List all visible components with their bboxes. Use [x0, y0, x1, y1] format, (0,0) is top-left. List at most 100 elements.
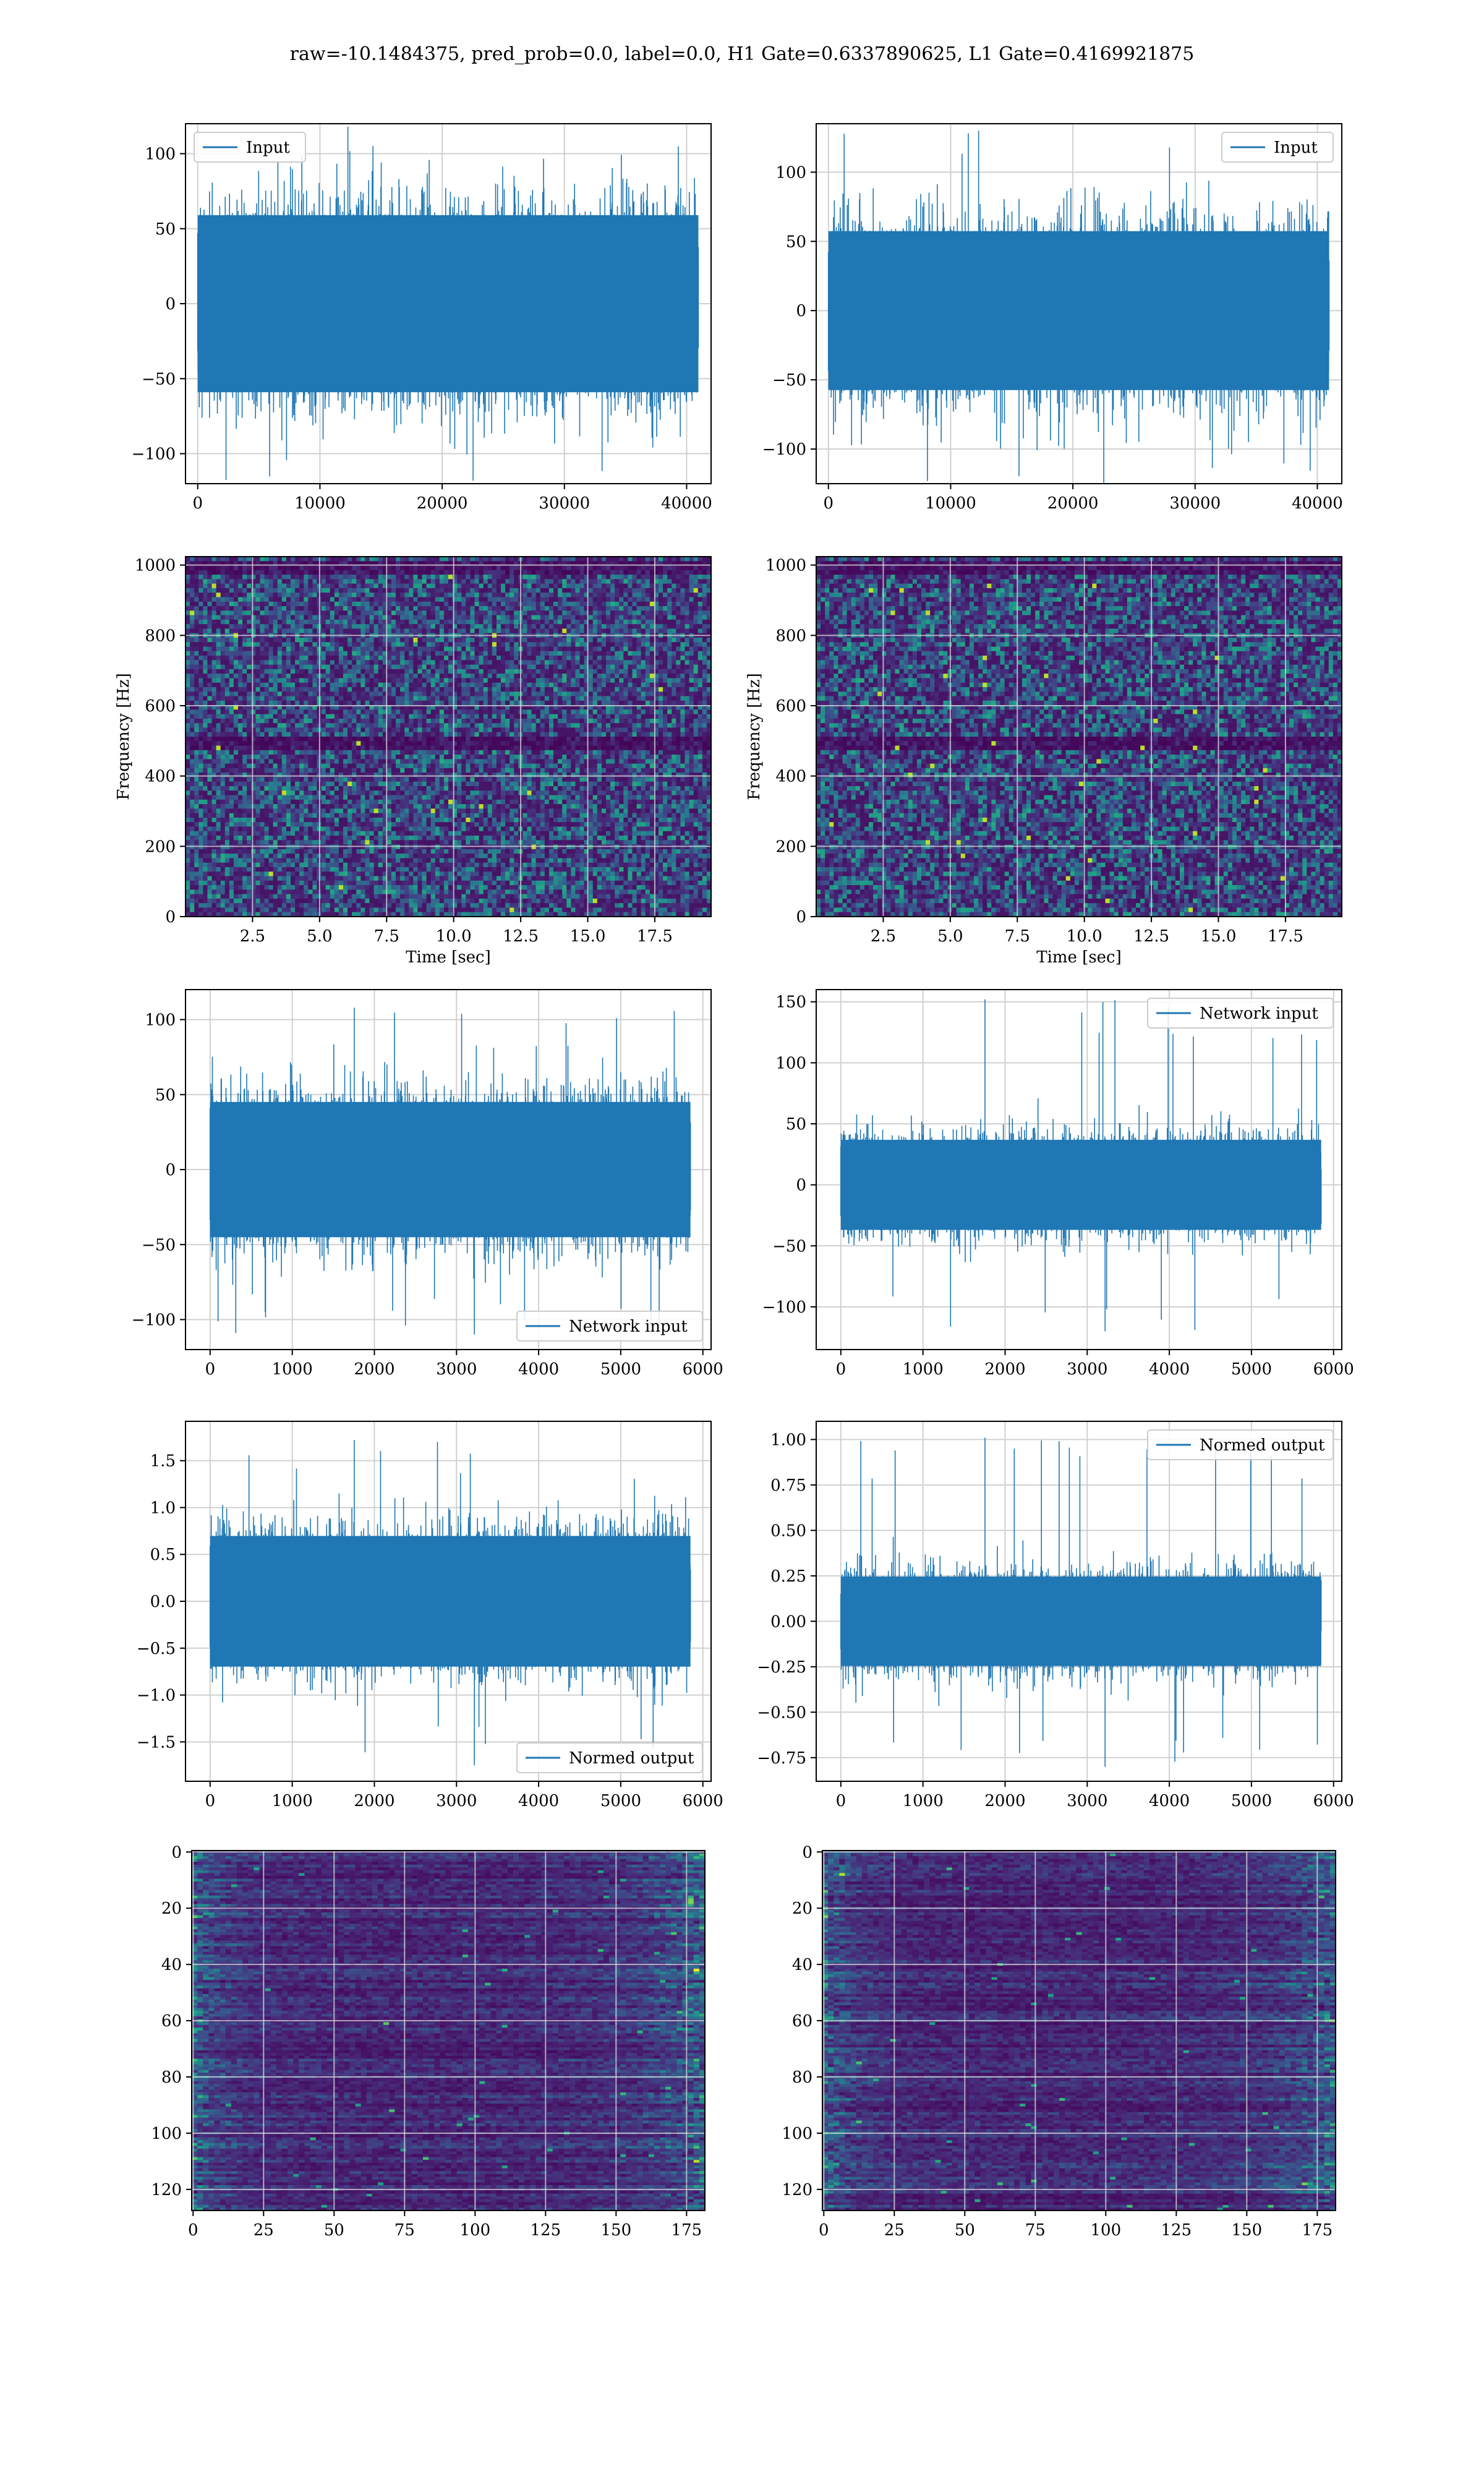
x-tick-label: 25	[254, 2221, 274, 2240]
x-tick-label: 50	[324, 2221, 344, 2240]
x-tick-label: 30000	[539, 494, 590, 513]
x-tick-label: 0	[205, 1360, 216, 1379]
y-tick-label: −100	[132, 445, 176, 464]
y-tick-label: 1.0	[150, 1499, 176, 1517]
series-core	[828, 231, 1329, 390]
x-tick-label: 30000	[1169, 494, 1221, 513]
plot-area	[816, 557, 1342, 917]
x-tick-label: 20000	[417, 494, 468, 513]
heatmap-cells	[822, 1851, 1336, 2211]
y-tick-label: 200	[775, 837, 806, 856]
legend: Network input	[516, 1311, 703, 1342]
plot-area	[816, 124, 1342, 484]
y-tick-label: 200	[145, 837, 176, 856]
y-tick-label: −100	[132, 1311, 176, 1330]
x-tick-label: 6000	[683, 1360, 723, 1379]
x-tick-label: 2.5	[240, 927, 265, 946]
legend: Normed output	[1147, 1429, 1334, 1460]
x-tick-label: 2.5	[871, 927, 896, 946]
x-tick-label: 2000	[984, 1792, 1025, 1810]
y-tick-label: 1000	[135, 557, 176, 575]
chart-row3-left: 0 1000 2000 3000 4000 5000 6000 −100 −50 0 50 100 Ne…	[132, 989, 723, 1379]
x-tick-label: 5.0	[937, 927, 963, 946]
x-tick-label: 75	[1025, 2221, 1046, 2240]
y-tick-label: 100	[782, 2125, 812, 2143]
y-tick-label: 50	[155, 220, 176, 239]
y-tick-label: 100	[151, 2125, 182, 2143]
legend-label: Network input	[569, 1317, 688, 1336]
y-tick-label: 50	[786, 1115, 806, 1134]
y-tick-label: −50	[772, 1237, 806, 1256]
legend-label: Network input	[1200, 1004, 1318, 1023]
x-tick-label: 5000	[600, 1360, 641, 1379]
chart-row5-left: 0 25 50 75 100 125 150 175 0 20 40 60 80 100 120	[151, 1843, 706, 2240]
suptitle: raw=-10.1484375, pred_prob=0.0, label=0.…	[0, 43, 1484, 65]
y-tick-label: −100	[762, 1298, 806, 1317]
y-tick-label: 0	[165, 1161, 176, 1179]
x-tick-label: 2000	[354, 1792, 394, 1810]
heatmap-cells	[816, 557, 1342, 917]
x-tick-label: 17.5	[637, 927, 673, 946]
x-tick-label: 7.5	[1005, 927, 1030, 946]
y-tick-label: 400	[145, 768, 176, 786]
y-tick-label: 40	[161, 1956, 182, 1974]
chart-row2-left: 2.5 5.0 7.5 10.0 12.5 15.0 17.5 0 200 400 600 800 10…	[114, 556, 712, 967]
y-tick-label: 1.5	[150, 1452, 176, 1471]
x-tick-label: 2000	[354, 1360, 394, 1379]
x-tick-label: 15.0	[570, 927, 606, 946]
plot-area	[816, 990, 1342, 1350]
y-tick-label: −50	[142, 1236, 176, 1254]
y-tick-label: 100	[775, 1054, 806, 1072]
x-tick-label: 1000	[272, 1360, 313, 1379]
legend: Input	[1221, 132, 1334, 163]
chart-row5-right: 0 25 50 75 100 125 150 175 0 20 40 60 80 100 120	[782, 1843, 1336, 2240]
x-tick-label: 100	[1091, 2221, 1122, 2240]
x-tick-label: 10.0	[436, 927, 472, 946]
x-axis-label: Time [sec]	[1036, 948, 1122, 967]
y-tick-label: 0.75	[770, 1476, 806, 1495]
y-tick-label: 0	[165, 295, 176, 314]
x-tick-label: 15.0	[1201, 927, 1237, 946]
y-tick-label: 20	[792, 1899, 812, 1918]
legend-label: Normed output	[569, 1749, 694, 1768]
y-tick-label: 0.25	[770, 1567, 806, 1586]
x-tick-label: 17.5	[1268, 927, 1303, 946]
series-core	[210, 1536, 691, 1667]
x-tick-label: 25	[884, 2221, 905, 2240]
x-tick-label: 4000	[1149, 1792, 1190, 1810]
x-tick-label: 5000	[600, 1792, 641, 1810]
y-tick-label: 0.0	[150, 1593, 176, 1611]
x-tick-label: 6000	[1313, 1792, 1354, 1810]
y-tick-label: 80	[161, 2068, 182, 2087]
x-tick-label: 0	[836, 1360, 846, 1379]
y-tick-label: 120	[151, 2181, 182, 2199]
y-tick-label: 0.50	[770, 1522, 806, 1540]
heatmap-cells	[192, 1851, 705, 2211]
y-tick-label: 20	[161, 1899, 182, 1918]
x-tick-label: 50	[955, 2221, 975, 2240]
legend: Input	[194, 132, 306, 163]
series-core	[840, 1577, 1321, 1666]
plot-area	[192, 1851, 705, 2211]
chart-row4-left: 0 1000 2000 3000 4000 5000 6000 −1.5 −1.0 −0.5 0.0…	[137, 1421, 723, 1810]
heatmap-cells	[186, 557, 711, 917]
y-tick-label: 60	[161, 2012, 182, 2031]
series-core	[210, 1102, 691, 1238]
axes-frame	[185, 556, 712, 917]
y-tick-label: −50	[142, 370, 176, 388]
y-tick-label: 1.00	[770, 1431, 806, 1449]
series-core	[840, 1139, 1321, 1230]
y-tick-label: −0.75	[757, 1749, 806, 1768]
legend: Network input	[1147, 998, 1334, 1029]
y-tick-label: 0	[796, 302, 806, 320]
y-tick-label: 50	[155, 1086, 176, 1105]
chart-row1-left: 0 10000 20000 30000 40000 −100 −50 0 50 100 Input	[132, 123, 712, 513]
axes-frame	[191, 1850, 706, 2211]
y-tick-label: 60	[792, 2012, 812, 2031]
y-tick-label: 40	[792, 1956, 812, 1974]
y-tick-label: 50	[786, 233, 806, 251]
x-tick-label: 75	[394, 2221, 415, 2240]
axes-frame	[816, 556, 1342, 917]
x-tick-label: 0	[819, 2221, 829, 2240]
